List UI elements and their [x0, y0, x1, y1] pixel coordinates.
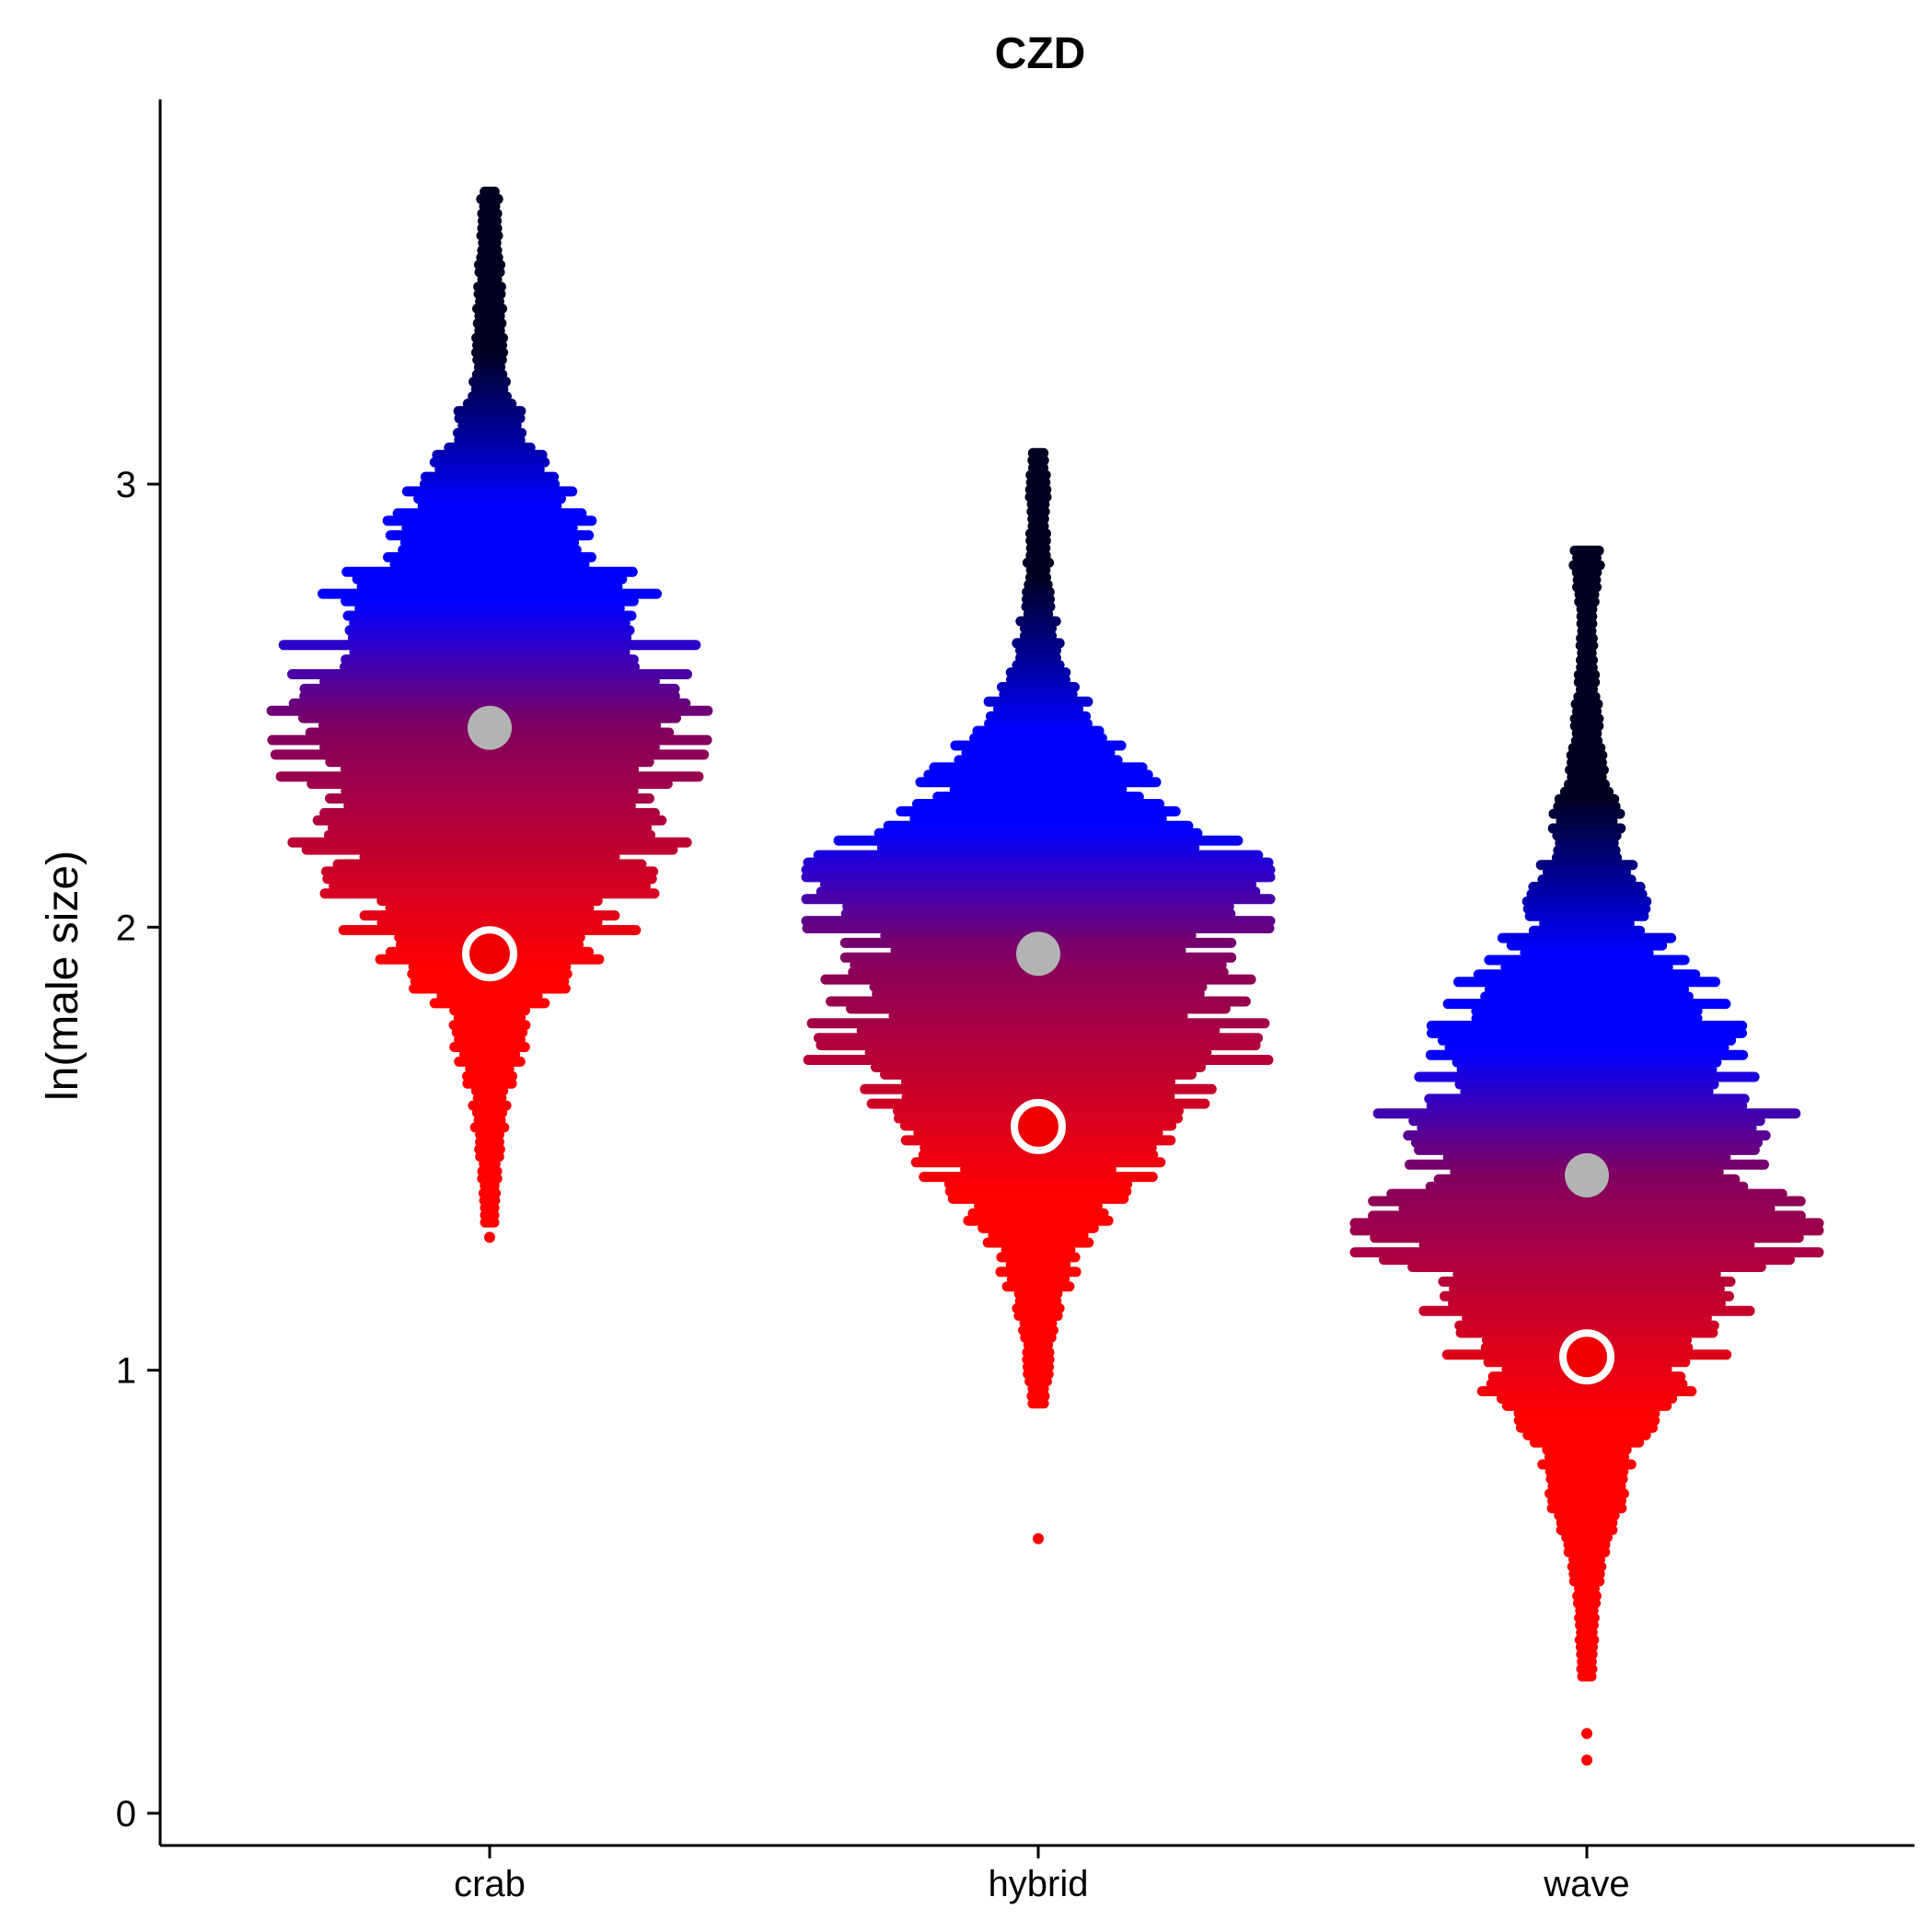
- y-tick-label: 1: [116, 1351, 136, 1392]
- chart-title: CZD: [995, 29, 1086, 78]
- outlier-point: [1581, 1728, 1592, 1740]
- mean-marker: [1016, 931, 1060, 977]
- axes: crab hybrid wave 0 1 2 3: [116, 99, 1915, 1904]
- outlier-point: [1033, 1533, 1044, 1544]
- outlier-point: [484, 1232, 495, 1244]
- x-tick-label: wave: [1543, 1864, 1629, 1904]
- mean-marker: [1565, 1152, 1609, 1197]
- group-hybrid: [801, 447, 1276, 1544]
- outlier-point: [1581, 1754, 1592, 1766]
- y-tick-label: 0: [116, 1794, 136, 1834]
- group-wave: [1349, 545, 1824, 1766]
- median-marker: [1011, 1098, 1066, 1154]
- y-tick-label: 2: [116, 908, 136, 948]
- x-tick-label: hybrid: [989, 1864, 1089, 1904]
- group-crab: [266, 186, 713, 1244]
- median-marker: [462, 926, 517, 982]
- x-tick-label: crab: [454, 1864, 526, 1904]
- mean-marker: [468, 705, 512, 750]
- y-tick-label: 3: [116, 465, 136, 505]
- plot-area: [266, 186, 1824, 1766]
- y-axis-label: ln(male size): [39, 850, 87, 1101]
- median-marker: [1559, 1329, 1614, 1385]
